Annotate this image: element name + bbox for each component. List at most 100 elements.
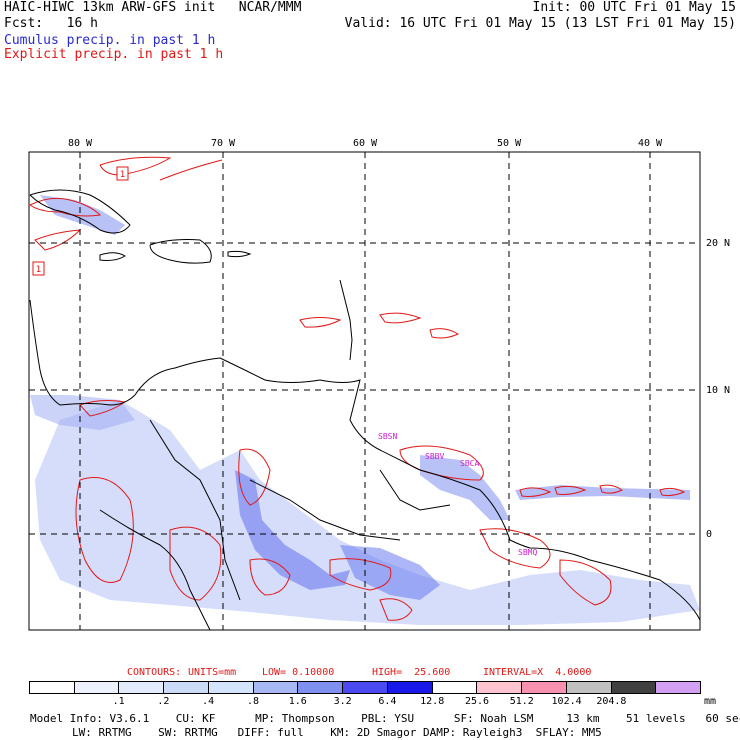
contours-low: LOW= 0.10000 (262, 667, 335, 678)
legend-label: 25.6 (464, 696, 490, 707)
box-label-1-west: 1 (36, 265, 41, 275)
box-marker-1-north (116, 166, 129, 181)
explicit-contour-itcz-2 (554, 485, 587, 495)
legend-swatch (74, 682, 120, 693)
field-explicit-label: Explicit precip. in past 1 h (4, 47, 224, 62)
contours-high: HIGH= 25.600 (372, 667, 451, 678)
cumulus-cuba (40, 195, 125, 235)
forecast-hour: Fcst: 16 h (4, 16, 98, 31)
explicit-contour-bahamas (29, 197, 102, 217)
explicit-contour-hispaniola (99, 156, 172, 176)
explicit-contour-itcz-3 (599, 484, 623, 494)
coastline-hispaniola (149, 239, 212, 264)
legend-swatch (387, 682, 433, 693)
lon-label-70w: 70 W (211, 138, 236, 149)
explicit-contour-itcz-1 (519, 487, 552, 497)
cumulus-band-venezuela (235, 470, 350, 590)
explicit-contour-amazon-south (379, 598, 413, 621)
box-label-1-north: 1 (120, 170, 125, 180)
legend-swatch (477, 682, 523, 693)
coastline-interior-border-3 (379, 469, 451, 511)
color-legend (29, 681, 701, 694)
lat-label-0: 0 (706, 529, 712, 540)
explicit-contour-lesser-antilles-2 (379, 312, 422, 324)
legend-label: 102.4 (551, 696, 582, 707)
legend-swatch (253, 682, 299, 693)
legend-label: 12.8 (420, 696, 445, 707)
explicit-precip-layer (29, 156, 686, 621)
legend-label: 3.2 (333, 696, 352, 707)
coastline-south-america-north (134, 357, 701, 621)
legend-swatch (208, 682, 254, 693)
box-markers: 1 1 (32, 166, 129, 276)
box-marker-1-west (32, 261, 45, 276)
coastline-jamaica (99, 252, 126, 261)
explicit-contour-colombia-2 (169, 526, 222, 601)
legend-label: .4 (202, 696, 215, 707)
legend-swatch (298, 682, 344, 693)
cumulus-central-america (30, 395, 135, 430)
explicit-contour-amazon-core (329, 558, 392, 591)
contours-label: CONTOURS: (127, 667, 182, 678)
plot-title: HAIC-HIWC 13km ARW-GFS init NCAR/MMM (4, 0, 302, 15)
explicit-contour-mouth-amazon (479, 528, 551, 569)
lon-label-60w: 60 W (353, 138, 378, 149)
cumulus-region-south-america (35, 400, 700, 625)
legend-unit: mm (704, 696, 717, 707)
valid-time: Valid: 16 UTC Fri 01 May 15 (13 LST Fri … (344, 16, 736, 31)
map-frame (28, 151, 701, 631)
legend-swatch (611, 682, 657, 693)
frame-ticks (79, 152, 651, 158)
legend-label: .1 (112, 696, 125, 707)
legend-label: 51.2 (509, 696, 534, 707)
lat-label-10n: 10 N (706, 385, 730, 396)
legend-label: 204.8 (596, 696, 627, 707)
lat-label-20n: 20 N (706, 238, 730, 249)
explicit-contour-atlantic-north (159, 159, 223, 181)
station-label-sbmq: SBMQ (518, 548, 537, 557)
lat-lon-grid (29, 152, 700, 630)
contours-units: UNITS=mm (188, 667, 237, 678)
coastline-lesser-antilles (339, 279, 353, 361)
station-label-sbsn: SBSN (378, 432, 397, 441)
coastline-cuba (29, 189, 131, 234)
legend-swatch (343, 682, 388, 693)
station-labels: SBSN SBBV SBCA SBMQ (378, 432, 537, 557)
lon-label-80w: 80 W (68, 138, 93, 149)
explicit-contour-colombia (75, 477, 134, 583)
legend-label: .8 (246, 696, 260, 707)
station-label-sbbv: SBBV (425, 452, 444, 461)
legend-swatch (30, 682, 75, 693)
cumulus-band-amazon (340, 545, 440, 600)
init-time: Init: 00 UTC Fri 01 May 15 (532, 0, 737, 15)
legend-label: .2 (157, 696, 170, 707)
coastline-layer (29, 189, 701, 631)
legend-swatch (656, 682, 701, 693)
cumulus-guyana (420, 455, 510, 520)
cumulus-precip-layer (30, 195, 700, 625)
explicit-contour-itcz-4 (659, 487, 686, 497)
legend-swatch (432, 682, 478, 693)
explicit-contour-lesser-antilles-3 (429, 328, 460, 339)
coastline-puerto-rico (227, 250, 252, 258)
field-cumulus-label: Cumulus precip. in past 1 h (4, 33, 216, 48)
coastline-interior-border-2 (249, 479, 401, 541)
explicit-contour-lesser-antilles-1 (299, 317, 342, 328)
station-label-sbca: SBCA (460, 459, 479, 468)
model-info-line1: Model Info: V3.6.1 CU: KF MP: Thompson P… (30, 712, 740, 725)
legend-swatch (566, 682, 612, 693)
legend-label: 1.6 (288, 696, 307, 707)
contours-interval: INTERVAL=X 4.0000 (483, 667, 592, 678)
legend-swatch (119, 682, 165, 693)
model-info-line2: LW: RRTMG SW: RRTMG DIFF: full KM: 2D Sm… (72, 726, 602, 739)
coastline-andes (99, 509, 211, 631)
lon-label-40w: 40 W (638, 138, 663, 149)
explicit-contour-jamaica (34, 229, 82, 251)
explicit-contour-south-central (249, 558, 291, 596)
explicit-contour-venezuela (238, 448, 271, 506)
legend-label: 6.4 (378, 696, 397, 707)
legend-swatch (164, 682, 209, 693)
explicit-contour-nordeste (559, 559, 612, 606)
legend-swatch (522, 682, 567, 693)
